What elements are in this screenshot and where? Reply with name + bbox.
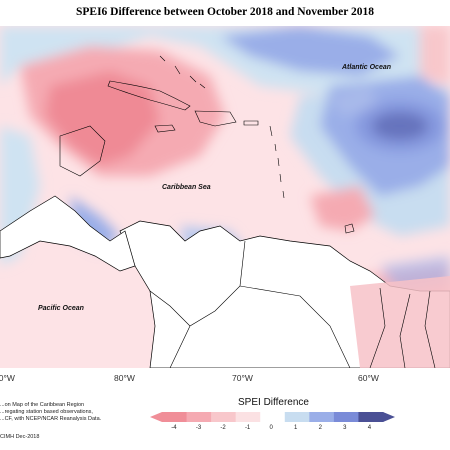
legend-tick-label: -3 [195,425,202,431]
caribbean-sea-label: Caribbean Sea [162,184,211,191]
yucatan-outline [59,125,106,177]
legend-swatch [211,412,237,422]
cuba-outline [107,80,191,111]
islands [59,55,355,234]
legend-swatch [333,412,359,422]
legend-tick-label: -2 [220,425,226,431]
legend-swatch [186,412,212,422]
legend-tick-label: 4 [367,425,372,431]
country-borders [149,240,436,368]
credit-line-2: ...regating station based observations, [0,409,93,415]
lon-tick-1: 80°W [114,373,135,383]
credit-line-1: ...on Map of the Caribbean Region [0,402,85,408]
legend-tick-label: 1 [294,425,298,431]
lon-tick-2: 70°W [232,373,253,383]
hispaniola-outline [194,110,237,127]
legend-tick-label: 3 [343,425,347,431]
moderate-wet-atlantic [220,26,400,76]
lon-tick-0: 80°W [0,373,15,383]
dry-region-north-east [420,26,450,86]
puerto-rico-outline [243,120,259,126]
legend-tick-label: 2 [318,425,322,431]
map-title: SPEI6 Difference between October 2018 an… [75,6,374,18]
lesser-antilles-outline [269,125,285,199]
legend-swatch [284,412,310,422]
legend-swatch [309,412,335,422]
credit-line-4: CIMH Dec-2018 [0,434,40,440]
legend-swatch [358,412,384,422]
credit-line-3: ...CF, with NCEP/NCAR Reanalysis Data. [0,416,102,422]
legend-tick-label: 0 [269,425,273,431]
spei-difference-map [0,26,450,368]
lon-tick-3: 60°W [358,373,379,383]
legend-swatch [162,412,188,422]
legend-swatch [235,412,261,422]
central-america-land [0,195,136,272]
strong-wet-halo [355,100,445,152]
legend-title: SPEI Difference [238,397,309,408]
atlantic-ocean-label: Atlantic Ocean [342,64,392,71]
legend-arrow-right [383,412,395,422]
trinidad-outline [344,223,355,234]
jamaica-outline [154,124,176,133]
legend-colorbar [150,412,395,422]
sa-east-dry-overlay [350,276,450,368]
legend-tick-label: -1 [244,425,251,431]
pacific-ocean-label: Pacific Ocean [38,305,84,312]
legend-tick-label: -4 [171,425,177,431]
legend-arrow-left [150,412,162,422]
strong-dry-cuba [45,71,160,166]
legend-swatch [260,412,286,422]
bahamas-outline [159,55,206,89]
dry-region-east-caribbean [310,186,375,231]
